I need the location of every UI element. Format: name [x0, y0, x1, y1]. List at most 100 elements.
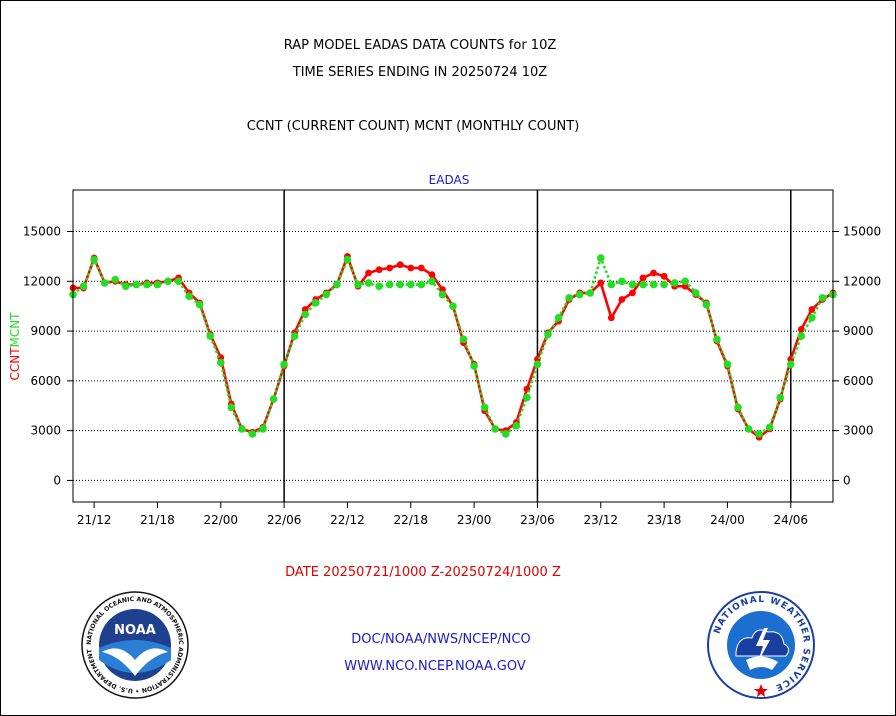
data-point-mcnt: [311, 299, 320, 307]
data-point-mcnt: [280, 360, 288, 369]
data-point-mcnt: [681, 277, 690, 286]
data-point-mcnt: [132, 280, 141, 289]
data-point-ccnt: [639, 274, 647, 282]
data-point-ccnt: [650, 269, 657, 277]
y-axis-label: CCNT MCNT: [8, 312, 22, 381]
data-point-mcnt: [575, 290, 584, 299]
y-axis-label-ccnt: CCNT: [8, 347, 22, 381]
data-point-ccnt: [386, 264, 394, 272]
data-point-mcnt: [501, 430, 510, 438]
data-point-mcnt: [100, 279, 109, 287]
x-tick-label: 23/00: [457, 513, 492, 527]
x-tick-label: 24/06: [773, 513, 808, 527]
data-point-mcnt: [121, 282, 130, 291]
plot-border: [72, 189, 834, 503]
axis-ticks: 0 0 3000 3000 6000 6000 9000 9000 12000 12000 1500…: [23, 224, 881, 527]
date-range-label: DATE 20250721/1000 Z-20250724/1000 Z: [285, 565, 561, 580]
data-point-mcnt: [776, 393, 785, 402]
data-point-mcnt: [544, 330, 552, 339]
data-point-mcnt: [723, 360, 732, 369]
data-point-mcnt: [290, 332, 299, 340]
data-point-mcnt: [90, 255, 98, 264]
data-point-ccnt: [428, 271, 436, 279]
data-point-ccnt: [407, 264, 415, 272]
data-point-mcnt: [734, 403, 742, 412]
day-dividers: [283, 190, 792, 502]
x-tick-label: 23/18: [647, 513, 682, 527]
data-point-mcnt: [533, 360, 542, 369]
y-tick-label-right: 9000: [843, 324, 874, 338]
data-point-mcnt: [691, 289, 700, 297]
data-point-mcnt: [79, 282, 88, 291]
data-point-mcnt: [111, 275, 120, 284]
data-point-mcnt: [153, 280, 162, 289]
website-link[interactable]: WWW.NCO.NCEP.NOAA.GOV: [344, 659, 526, 674]
data-point-mcnt: [713, 335, 721, 344]
x-tick-label: 22/00: [203, 513, 238, 527]
eadas-chart: EADAS 0 0 3000 3000 6000 6000 9000 9000 12000 120…: [8, 173, 881, 527]
data-point-mcnt: [396, 280, 405, 289]
y-tick-label-left: 9000: [30, 324, 61, 338]
data-point-mcnt: [649, 280, 658, 289]
data-point-mcnt: [195, 300, 204, 309]
y-tick-label-left: 6000: [30, 374, 61, 388]
y-tick-label-left: 15000: [23, 224, 61, 238]
data-point-mcnt: [259, 425, 267, 433]
grid-lines: [73, 230, 833, 481]
data-point-mcnt: [470, 362, 478, 370]
x-tick-label: 23/06: [520, 513, 555, 527]
x-tick-label: 22/06: [267, 513, 302, 527]
data-point-mcnt: [765, 423, 774, 432]
series-layer: [69, 252, 837, 441]
data-point-ccnt: [365, 269, 372, 277]
series-line-mcnt: [72, 256, 834, 436]
plot-title: EADAS: [429, 173, 470, 187]
chart-title-line-1: RAP MODEL EADAS DATA COUNTS for 10Z: [283, 38, 557, 53]
data-point-mcnt: [797, 332, 806, 340]
y-axis-label-mcnt: MCNT: [8, 312, 22, 348]
data-point-mcnt: [554, 313, 563, 322]
data-point-mcnt: [343, 255, 352, 264]
org-path-link[interactable]: DOC/NOAA/NWS/NCEP/NCO: [351, 632, 531, 647]
data-point-mcnt: [301, 310, 310, 319]
data-point-mcnt: [406, 280, 415, 289]
data-point-ccnt: [660, 272, 668, 280]
y-tick-label-right: 0: [843, 473, 851, 487]
chart-title-line-2: TIME SERIES ENDING IN 20250724 10Z: [292, 65, 548, 80]
svg-text:NOAA: NOAA: [114, 623, 156, 638]
data-point-ccnt: [618, 296, 626, 303]
data-point-mcnt: [702, 300, 711, 309]
data-point-mcnt: [512, 421, 521, 430]
data-point-ccnt: [797, 326, 805, 333]
x-tick-label: 21/12: [77, 513, 112, 527]
data-point-mcnt: [354, 280, 362, 289]
data-point-mcnt: [216, 358, 225, 367]
data-point-mcnt: [269, 395, 278, 403]
data-point-mcnt: [417, 280, 426, 289]
data-point-mcnt: [565, 294, 573, 302]
data-point-ccnt: [607, 314, 615, 322]
data-point-mcnt: [364, 279, 373, 287]
data-point-ccnt: [629, 289, 636, 297]
data-point-mcnt: [607, 280, 616, 289]
nws-logo-icon: NATIONAL WEATHER SERVICE: [707, 591, 815, 699]
y-tick-label-left: 0: [53, 473, 61, 487]
data-point-mcnt: [660, 280, 668, 289]
data-point-mcnt: [596, 254, 605, 262]
data-point-ccnt: [375, 266, 383, 274]
data-point-mcnt: [491, 425, 500, 433]
data-point-mcnt: [818, 294, 827, 302]
data-point-mcnt: [449, 302, 457, 310]
x-tick-label: 21/18: [140, 513, 175, 527]
chart-legend-description: CCNT (CURRENT COUNT) MCNT (MONTHLY COUNT…: [246, 119, 580, 134]
data-point-mcnt: [227, 403, 236, 412]
data-point-mcnt: [185, 292, 193, 301]
data-point-mcnt: [459, 335, 468, 344]
data-point-mcnt: [438, 290, 447, 299]
data-point-mcnt: [238, 425, 246, 433]
data-point-mcnt: [670, 279, 679, 287]
data-point-mcnt: [744, 425, 753, 433]
y-tick-label-right: 6000: [843, 374, 874, 388]
data-point-mcnt: [375, 282, 383, 291]
y-tick-label-left: 12000: [23, 274, 61, 288]
